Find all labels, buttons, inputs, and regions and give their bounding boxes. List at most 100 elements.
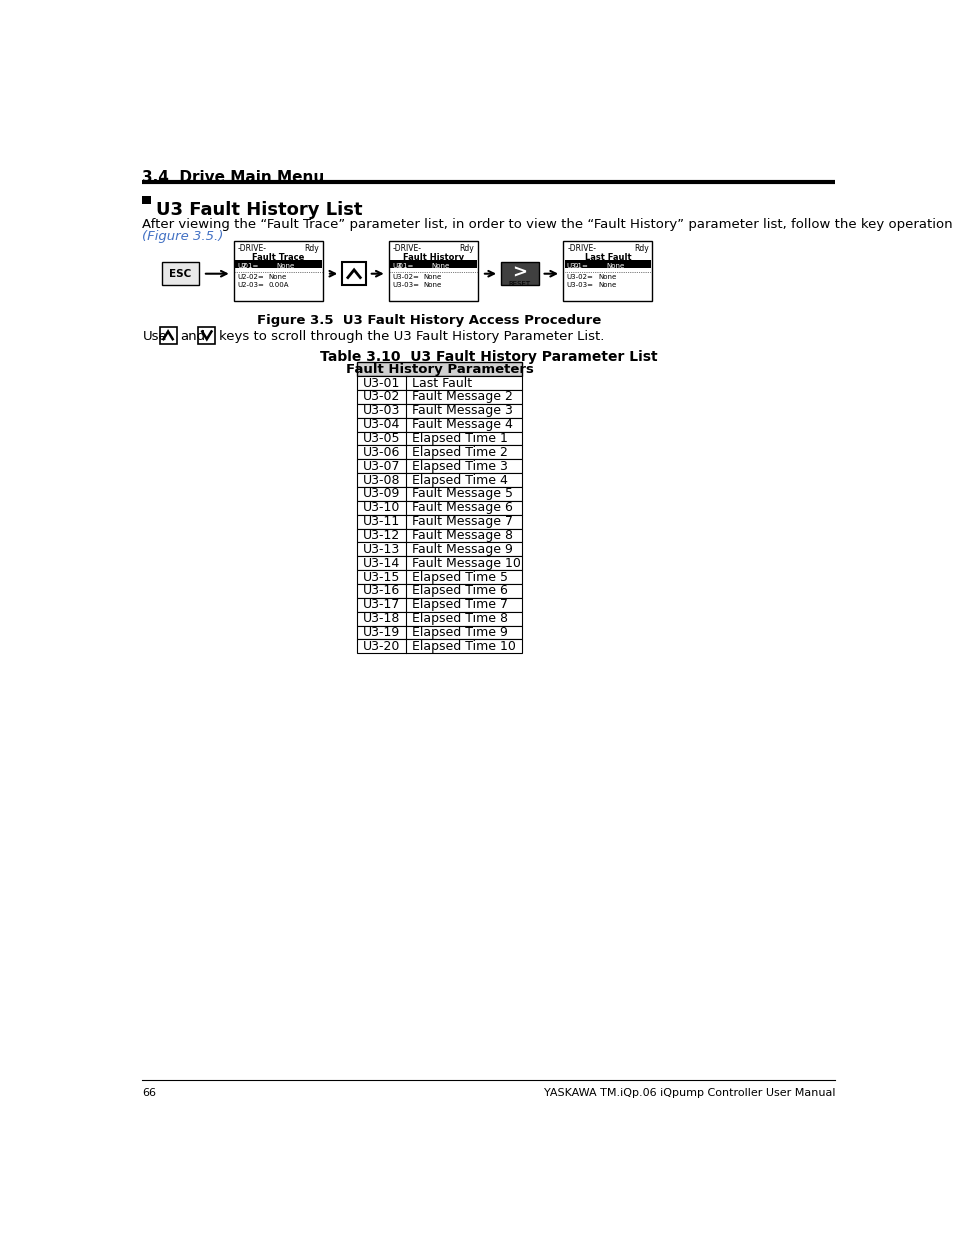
Text: Elapsed Time 3: Elapsed Time 3 <box>412 459 508 473</box>
Bar <box>356 473 521 487</box>
Text: Fault Message 2: Fault Message 2 <box>412 390 513 404</box>
Text: Elapsed Time 1: Elapsed Time 1 <box>412 432 508 445</box>
Bar <box>162 262 199 285</box>
Text: U3-15: U3-15 <box>362 571 400 584</box>
Text: Rdy: Rdy <box>633 245 648 253</box>
Bar <box>356 487 521 501</box>
Text: None: None <box>276 263 294 269</box>
Text: Last Fault: Last Fault <box>412 377 472 389</box>
Text: U3-02: U3-02 <box>362 390 400 404</box>
Bar <box>356 377 521 390</box>
Text: None: None <box>598 282 616 288</box>
Bar <box>356 626 521 640</box>
Text: RESET: RESET <box>508 280 531 287</box>
Text: U3 Fault History List: U3 Fault History List <box>155 201 362 220</box>
Bar <box>198 327 215 343</box>
Text: -DRIVE-: -DRIVE- <box>237 245 267 253</box>
Bar <box>389 241 477 300</box>
Text: Elapsed Time 4: Elapsed Time 4 <box>412 473 508 487</box>
Bar <box>390 259 476 268</box>
Text: U3-: U3- <box>566 263 578 269</box>
Text: -DRIVE-: -DRIVE- <box>567 245 596 253</box>
Bar <box>564 259 650 268</box>
Text: U3-13: U3-13 <box>362 543 400 556</box>
Bar <box>356 611 521 626</box>
Bar <box>356 404 521 417</box>
Bar <box>342 262 365 285</box>
Text: U3-02=: U3-02= <box>392 274 418 280</box>
Text: Elapsed Time 7: Elapsed Time 7 <box>412 598 508 611</box>
Bar <box>356 446 521 459</box>
Bar <box>356 431 521 446</box>
Text: After viewing the “Fault Trace” parameter list, in order to view the “Fault Hist: After viewing the “Fault Trace” paramete… <box>142 217 953 231</box>
Text: Fault History Parameters: Fault History Parameters <box>345 363 533 375</box>
Text: U3-16: U3-16 <box>362 584 400 598</box>
Text: Fault Message 10: Fault Message 10 <box>412 557 520 569</box>
Text: 01=: 01= <box>574 263 588 269</box>
Text: Fault History: Fault History <box>402 253 463 262</box>
Text: Table 3.10  U3 Fault History Parameter List: Table 3.10 U3 Fault History Parameter Li… <box>320 350 657 364</box>
Text: (Figure 3.5.): (Figure 3.5.) <box>142 230 224 243</box>
Text: U3-18: U3-18 <box>362 613 400 625</box>
Bar <box>356 459 521 473</box>
Bar <box>562 241 652 300</box>
Bar <box>356 584 521 598</box>
Bar <box>159 327 176 343</box>
Bar <box>356 571 521 584</box>
Text: Elapsed Time 5: Elapsed Time 5 <box>412 571 508 584</box>
Text: Fault Message 5: Fault Message 5 <box>412 488 513 500</box>
Bar <box>356 417 521 431</box>
Text: U3-17: U3-17 <box>362 598 400 611</box>
Text: U3-11: U3-11 <box>362 515 400 529</box>
Bar <box>356 542 521 556</box>
Text: None: None <box>431 263 450 269</box>
Text: U3-09: U3-09 <box>362 488 400 500</box>
Text: 66: 66 <box>142 1088 156 1098</box>
Text: U3-07: U3-07 <box>362 459 400 473</box>
Text: Rdy: Rdy <box>304 245 319 253</box>
Text: U3: U3 <box>392 263 401 269</box>
Text: U3-06: U3-06 <box>362 446 400 459</box>
Text: None: None <box>423 274 441 280</box>
Text: U3-08: U3-08 <box>362 473 400 487</box>
Text: YASKAWA TM.iQp.06 iQpump Controller User Manual: YASKAWA TM.iQp.06 iQpump Controller User… <box>543 1088 835 1098</box>
Text: -01=: -01= <box>396 263 414 269</box>
Bar <box>500 262 537 285</box>
Bar <box>356 598 521 611</box>
Text: Rdy: Rdy <box>459 245 474 253</box>
Text: Fault Message 6: Fault Message 6 <box>412 501 513 514</box>
Text: U3-03=: U3-03= <box>566 282 593 288</box>
Text: U3-03=: U3-03= <box>392 282 418 288</box>
Bar <box>356 501 521 515</box>
Text: -DRIVE-: -DRIVE- <box>393 245 421 253</box>
Text: Fault Message 8: Fault Message 8 <box>412 529 513 542</box>
Text: Elapsed Time 8: Elapsed Time 8 <box>412 613 508 625</box>
Bar <box>356 640 521 653</box>
Bar <box>356 390 521 404</box>
Text: U3-19: U3-19 <box>362 626 400 638</box>
Text: Use: Use <box>142 330 167 343</box>
Text: and: and <box>180 330 206 343</box>
Text: keys to scroll through the U3 Fault History Parameter List.: keys to scroll through the U3 Fault Hist… <box>219 330 604 343</box>
Text: Elapsed Time 6: Elapsed Time 6 <box>412 584 508 598</box>
Text: Fault Message 9: Fault Message 9 <box>412 543 513 556</box>
Text: Fault Message 3: Fault Message 3 <box>412 404 513 417</box>
Text: -01=: -01= <box>242 263 259 269</box>
Text: Fault Trace: Fault Trace <box>252 253 304 262</box>
Bar <box>356 529 521 542</box>
Text: 3.4  Drive Main Menu: 3.4 Drive Main Menu <box>142 169 324 185</box>
Text: U3-05: U3-05 <box>362 432 400 445</box>
Text: U3-03: U3-03 <box>362 404 400 417</box>
Text: U3-10: U3-10 <box>362 501 400 514</box>
Text: U3-14: U3-14 <box>362 557 400 569</box>
Text: U3-12: U3-12 <box>362 529 400 542</box>
Text: None: None <box>598 274 616 280</box>
Text: Fault Message 7: Fault Message 7 <box>412 515 513 529</box>
Text: None: None <box>269 274 287 280</box>
Bar <box>356 556 521 571</box>
Text: Elapsed Time 2: Elapsed Time 2 <box>412 446 508 459</box>
Bar <box>356 362 521 377</box>
Text: U2: U2 <box>236 263 246 269</box>
Text: None: None <box>423 282 441 288</box>
Text: U2-02=: U2-02= <box>236 274 264 280</box>
